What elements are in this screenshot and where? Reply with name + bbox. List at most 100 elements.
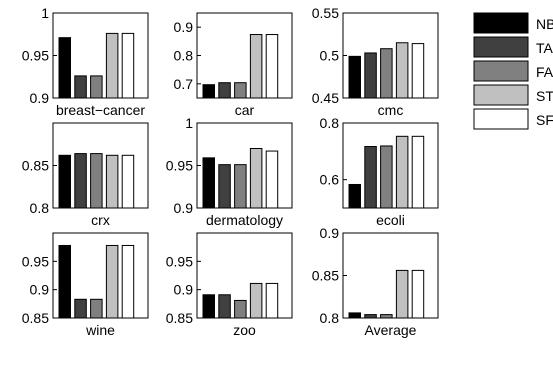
ytick-label: 0.9 <box>174 282 194 298</box>
legend-label: STAN <box>536 88 553 104</box>
legend-swatch <box>473 84 529 106</box>
ytick-label: 0.95 <box>22 48 49 64</box>
bar-car-sfan <box>265 34 279 99</box>
panel-dermatology: 0.9 0.95 1 dermatology <box>166 115 293 228</box>
bar-wine-tan <box>74 298 87 319</box>
bar-car-nb <box>202 84 215 99</box>
panel-ecoli: 0.6 0.8 ecoli <box>320 115 439 228</box>
bar-ecoli-tan <box>364 146 377 209</box>
legend-item-stan: STAN <box>473 84 553 106</box>
ytick-label: 0.9 <box>174 200 194 216</box>
bar-cmc-tan <box>364 52 377 99</box>
ytick-label: 0.9 <box>174 19 194 35</box>
legend-label: TAN <box>536 40 553 56</box>
bar-average-fan <box>380 314 393 319</box>
legend-label: SFAN <box>536 112 553 128</box>
legend-label: FAN <box>536 64 553 80</box>
panel-breast-cancer: 0.9 0.95 1 breast−cancer <box>22 5 149 118</box>
legend-item-sfan: SFAN <box>473 108 553 130</box>
ytick-label: 0.95 <box>22 253 49 269</box>
bar-ecoli-sfan <box>411 135 425 209</box>
ytick-label: 0.8 <box>30 200 50 216</box>
legend-swatch <box>473 36 529 58</box>
ytick-label: 0.85 <box>166 310 193 326</box>
bar-zoo-nb <box>202 294 215 319</box>
bar-car-fan <box>234 82 247 99</box>
panel-label-breast-cancer: breast−cancer <box>56 102 145 118</box>
bar-zoo-fan <box>234 299 247 319</box>
ytick-label: 0.8 <box>174 48 194 64</box>
ytick-label: 0.85 <box>312 268 339 284</box>
bar-dermatology-fan <box>234 164 247 209</box>
bar-zoo-stan <box>249 282 263 319</box>
panel-zoo: 0.85 0.9 0.95 zoo <box>166 232 293 338</box>
ytick-label: 0.8 <box>320 115 340 131</box>
ytick-label: 0.8 <box>320 310 340 326</box>
axes-frame-wine <box>52 232 149 319</box>
ytick-label: 0.9 <box>320 225 340 241</box>
ytick-label: 0.95 <box>166 158 193 174</box>
bar-crx-stan <box>105 154 119 209</box>
bar-car-stan <box>249 34 263 99</box>
legend-swatch <box>473 12 529 34</box>
legend-item-tan: TAN <box>473 36 553 58</box>
panel-label-wine: wine <box>85 322 115 338</box>
legend-item-nb: NB <box>473 12 553 34</box>
panel-car: 0.7 0.8 0.9 car <box>174 12 293 118</box>
ytick-label: 0.5 <box>320 48 340 64</box>
bar-dermatology-tan <box>218 164 231 209</box>
panel-cmc: 0.45 0.5 0.55 cmc <box>312 5 439 118</box>
bar-breast-cancer-nb <box>58 37 71 99</box>
bar-ecoli-fan <box>380 145 393 209</box>
ytick-label: 0.95 <box>166 253 193 269</box>
bar-wine-nb <box>58 244 71 319</box>
ytick-label: 0.55 <box>312 5 339 21</box>
ytick-label: 0.85 <box>22 158 49 174</box>
panel-label-ecoli: ecoli <box>376 212 405 228</box>
panel-label-cmc: cmc <box>378 102 404 118</box>
ytick-label: 1 <box>41 5 49 21</box>
bar-breast-cancer-sfan <box>121 32 135 99</box>
bar-cmc-fan <box>380 48 393 99</box>
legend-label: NB <box>536 16 553 32</box>
legend-swatch <box>473 60 529 82</box>
ytick-label: 1 <box>185 115 193 131</box>
legend-swatch <box>473 108 529 130</box>
bar-cmc-nb <box>348 55 361 99</box>
bar-average-tan <box>364 314 377 319</box>
bar-ecoli-stan <box>395 135 409 209</box>
ytick-label: 0.7 <box>174 76 194 92</box>
bar-average-nb <box>348 312 361 319</box>
panel-wine: 0.85 0.9 0.95 wine <box>22 232 149 338</box>
panel-label-average: Average <box>365 322 417 338</box>
ytick-label: 0.85 <box>22 310 49 326</box>
bar-crx-nb <box>58 154 71 209</box>
bar-dermatology-stan <box>249 148 263 209</box>
panel-label-dermatology: dermatology <box>206 212 283 228</box>
axes-frame-ecoli <box>342 122 439 209</box>
bar-wine-fan <box>90 298 103 319</box>
ytick-label: 0.9 <box>30 90 50 106</box>
bar-wine-sfan <box>121 244 135 319</box>
ytick-label: 0.45 <box>312 90 339 106</box>
bar-zoo-sfan <box>265 282 279 319</box>
bar-cmc-stan <box>395 42 409 99</box>
bar-dermatology-sfan <box>265 150 279 209</box>
bar-wine-stan <box>105 244 119 319</box>
bar-breast-cancer-fan <box>90 75 103 99</box>
bar-breast-cancer-stan <box>105 32 119 99</box>
bar-average-stan <box>395 269 409 319</box>
panel-label-crx: crx <box>91 212 110 228</box>
bar-dermatology-nb <box>202 157 215 209</box>
bar-crx-tan <box>74 153 87 209</box>
ytick-label: 0.6 <box>320 172 340 188</box>
axes-frame-zoo <box>196 232 293 319</box>
bar-crx-sfan <box>121 154 135 209</box>
legend-item-fan: FAN <box>473 60 553 82</box>
bar-ecoli-nb <box>348 183 361 209</box>
bar-average-sfan <box>411 269 425 319</box>
bar-car-tan <box>218 82 231 99</box>
bar-breast-cancer-tan <box>74 75 87 99</box>
chart-panels: 0.9 0.95 1 breast−cancer 0.7 0.8 0.9 car 0.45 0.5… <box>22 5 439 338</box>
